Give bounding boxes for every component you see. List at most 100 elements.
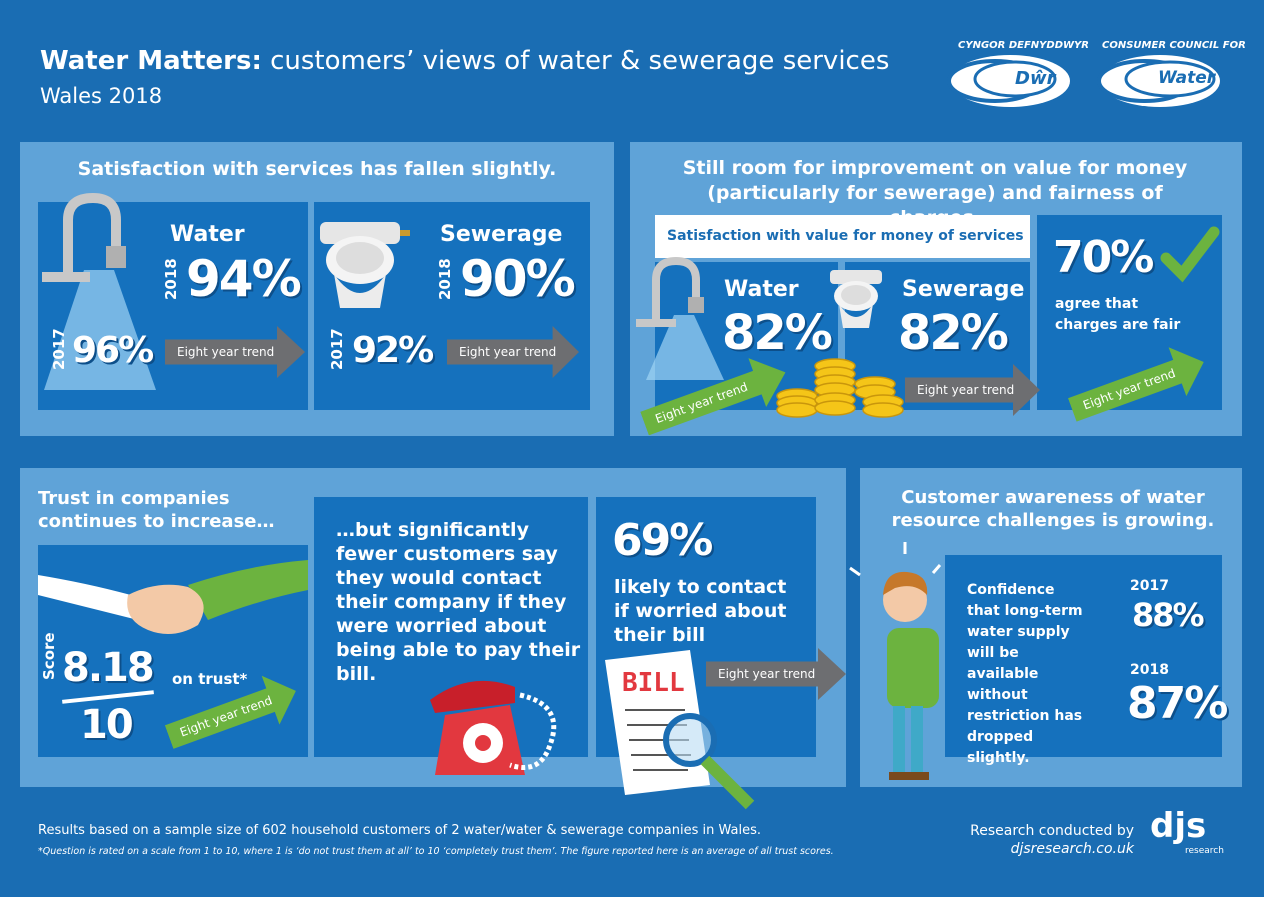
icon-part [646,315,724,380]
logo-english [1097,55,1220,107]
trend-label: Eight year trend [459,345,557,359]
icon-part [42,272,90,282]
logo-welsh-top: CYNGOR DEFNYDDWYR [958,40,1089,51]
icon-part [909,772,929,780]
fairness-text: agree that charges are fair [1055,296,1181,333]
icon-part [334,274,386,308]
score-out-of: 10 [80,702,134,748]
toilet-icon [830,270,882,328]
contact-card [314,497,588,757]
icon-part [320,222,400,244]
trend-label: Eight year trend [177,345,275,359]
footer-note: Results based on a sample size of 602 ho… [38,823,761,838]
sewerage-value-new: 90% [460,250,576,308]
awareness-text: Confidence that long-term water supply w… [967,582,1083,766]
title-rest: customers’ views of water & sewerage ser… [270,46,890,76]
handshake-icon [38,560,308,634]
sewerage-year-old: 2017 [328,328,346,370]
icon-part [849,542,942,577]
trend-label: Eight year trend [718,667,816,681]
footer-brand: djs [1150,806,1207,846]
awareness-card [945,555,1222,757]
icon-part [1124,60,1216,98]
icon-part [776,358,904,418]
icon-part [887,628,939,708]
subtitle: Wales 2018 [40,84,163,108]
icon-part [830,270,882,284]
sewerage-label: Sewerage [440,222,563,247]
logo-welsh-word: Dŵr [1015,68,1056,89]
title: Water Matters: customers’ views of water… [40,46,889,76]
icon-part [38,575,158,625]
value-sewerage-label: Sewerage [902,277,1025,302]
title-bold: Water Matters: [40,46,262,76]
water-value-old: 96% [72,330,154,371]
icon-part [839,304,873,328]
icon-part [973,60,1057,98]
icon-part [63,192,121,280]
footer-brand-sub: research [1185,846,1224,856]
icon-part [931,564,942,574]
icon-part [883,578,927,622]
contact-text: …but significantly fewer customers say t… [336,519,581,685]
icon-part [44,270,156,390]
phone-icon [430,680,557,775]
toilet-icon [320,222,410,308]
score-label: Score [40,632,58,680]
satisfaction-heading: Satisfaction with services has fallen sl… [77,158,557,180]
trust-heading: Trust in companies continues to increase… [38,488,275,532]
icon-part [841,285,871,305]
awareness-value-new: 87% [1127,678,1228,729]
icon-part [430,680,515,713]
awareness-value-old: 88% [1132,596,1205,634]
icon-part [625,709,691,771]
icon-part [849,566,861,577]
icon-part [652,256,700,325]
value-water-value: 82% [722,305,833,361]
icon-part [1160,226,1220,283]
sewerage-value-old: 92% [352,330,434,371]
score-value: 8.18 [62,645,155,691]
bill-icon [605,650,755,810]
icon-part [911,706,923,774]
water-value-new: 94% [186,250,302,308]
awareness-year-new: 2018 [1130,662,1169,678]
icon-part [663,713,717,767]
tap-icon [42,192,156,390]
water-year-old: 2017 [50,328,68,370]
icon-part [400,230,410,236]
icon-part [889,772,909,780]
icon-part [814,400,856,416]
icon-part [127,584,204,634]
icon-part [106,246,126,268]
water-label: Water [170,222,245,247]
tap-icon [636,256,724,380]
icon-part [188,560,308,620]
bill-label: BILL [622,668,685,698]
awareness-heading: Customer awareness of water resource cha… [891,487,1215,531]
icon-part [509,692,557,770]
value-water-label: Water [724,277,799,302]
check-icon [1160,226,1220,283]
coins-icon [776,358,904,418]
contact-value: 69% [612,515,713,566]
value-sewerage-value: 82% [898,305,1009,361]
logo-english-word: Water [1158,68,1216,88]
logo-english-top: CONSUMER COUNCIL FOR [1102,40,1246,51]
footer-footnote: *Question is rated on a scale from 1 to … [38,846,834,857]
icon-part [893,706,905,774]
icon-part [636,319,676,327]
person-icon [849,542,942,780]
trend-label: Eight year trend [917,383,1015,397]
logo-welsh [947,55,1070,107]
icon-part [475,735,491,751]
value-subheading: Satisfaction with value for money of ser… [655,215,1030,258]
icon-part [688,297,704,313]
footer-credit: Research conducted by [970,823,1134,839]
icon-part [862,402,904,418]
icon-part [883,571,928,595]
sewerage-year-new: 2018 [436,258,454,300]
icon-part [336,242,384,274]
